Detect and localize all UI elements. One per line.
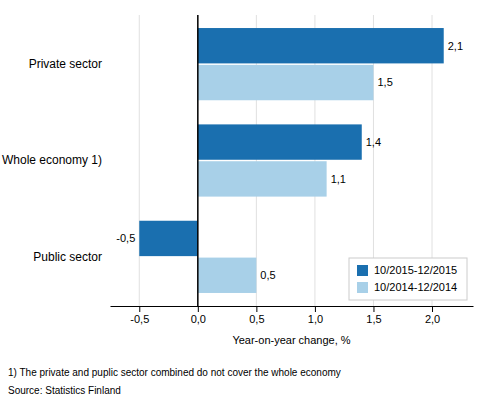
legend-label: 10/2015-12/2015 (374, 264, 457, 276)
grid-line (139, 15, 140, 306)
legend-box (349, 258, 467, 300)
axis-title: Year-on-year change, % (232, 334, 350, 346)
tick: 1,0 (308, 306, 323, 325)
tick-label: 0,5 (249, 313, 264, 325)
legend-swatch (357, 265, 368, 276)
tick-label: 1,5 (366, 313, 381, 325)
bar (198, 65, 374, 100)
bar (198, 258, 257, 293)
tick: Private sector (29, 57, 102, 71)
tick: 2,0 (425, 306, 440, 325)
footnote: 1) The private and puplic sector combine… (8, 367, 341, 378)
data-label: 1,4 (366, 136, 381, 148)
y-axis: Public sector Whole economy 1) Private sec… (2, 57, 102, 264)
bar (198, 161, 327, 196)
tick-mark (432, 306, 433, 312)
tick-label: Private sector (29, 57, 102, 71)
legend-item: 10/2015-12/2015 (357, 264, 457, 276)
data-label: 1,1 (331, 173, 346, 185)
plot: -0,5 1,4 2,1 0,5 1,1 1,5 -0,5 0,0 0,5 1,0 1,5 2,0 Pu… (2, 15, 474, 346)
tick-label: Whole economy 1) (2, 153, 102, 167)
tick-mark (139, 306, 140, 312)
legend-item: 10/2014-12/2014 (357, 281, 457, 293)
x-axis: -0,5 0,0 0,5 1,0 1,5 2,0 (111, 306, 474, 325)
tick-label: 0,0 (191, 313, 206, 325)
tick-label: 1,0 (308, 313, 323, 325)
legend-label: 10/2014-12/2014 (374, 281, 457, 293)
bar (198, 124, 362, 159)
grid-line (197, 15, 198, 306)
tick: 0,5 (249, 306, 264, 325)
axis-line (111, 306, 474, 307)
tick-label: -0,5 (130, 313, 149, 325)
tick-mark (373, 306, 374, 312)
bar (139, 221, 198, 256)
tick-mark (315, 306, 316, 312)
data-label: -0,5 (116, 232, 135, 244)
tick-mark (256, 306, 257, 312)
data-label: 2,1 (448, 40, 463, 52)
data-labels: -0,5 1,4 2,1 0,5 1,1 1,5 (116, 40, 463, 282)
data-label: 1,5 (377, 76, 392, 88)
legend-swatch (357, 282, 368, 293)
tick: 0,0 (191, 306, 206, 325)
tick: 1,5 (366, 306, 381, 325)
tick-mark (198, 306, 199, 312)
bar-series (198, 65, 374, 293)
zero-line (197, 15, 199, 306)
data-label: 0,5 (260, 269, 275, 281)
tick-label: Public sector (33, 250, 102, 264)
footnote: Source: Statistics Finland (8, 385, 121, 396)
bars (139, 28, 443, 293)
tick-label: 2,0 (425, 313, 440, 325)
legend: 10/2015-12/2015 10/2014-12/2014 (349, 258, 467, 300)
tick: -0,5 (130, 306, 149, 325)
tick: Public sector (33, 250, 102, 264)
bar-series (139, 28, 443, 256)
tick: Whole economy 1) (2, 153, 102, 167)
bar (198, 28, 444, 63)
chart: -0,5 1,4 2,1 0,5 1,1 1,5 -0,5 0,0 0,5 1,0 1,5 2,0 Pu… (0, 0, 493, 416)
